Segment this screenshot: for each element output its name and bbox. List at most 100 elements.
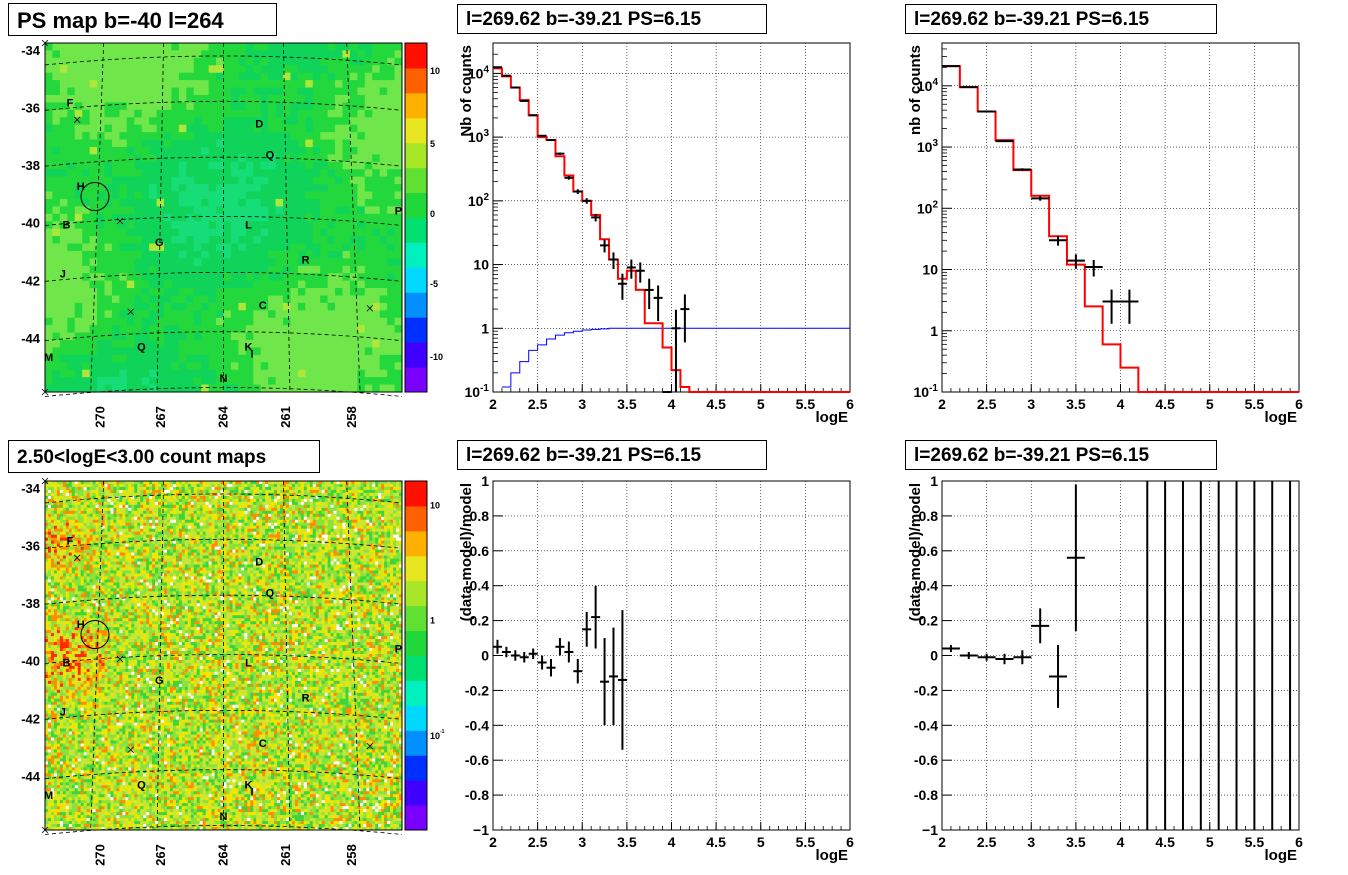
x-tick-label: 5.5 xyxy=(1245,396,1265,412)
plot-residual-2: 2 2.5 3 3.5 4 4.5 5 5.5 6 −1 -0.8 -0.6 -0.4 -0.2 0 0.2 0… xyxy=(907,473,1303,864)
residual-point xyxy=(995,653,1014,665)
x-tick-label: 5 xyxy=(1206,396,1214,412)
lat-tick-label: -34 xyxy=(21,43,41,58)
colorbar-cell xyxy=(405,605,427,632)
colorbar-cell xyxy=(405,43,427,69)
lon-line-4 xyxy=(346,480,361,831)
source-label: R xyxy=(302,254,310,266)
lon-tick-label: 270 xyxy=(92,844,107,866)
map-bottom-title: 2.50<logE<3.00 count maps xyxy=(8,440,320,473)
source-label: B xyxy=(62,657,70,669)
y-tick-label: -0.4 xyxy=(914,717,938,733)
data-point xyxy=(1084,260,1103,277)
source-label: J xyxy=(60,268,66,280)
y-tick-label: 102 xyxy=(468,192,490,209)
lon-tick-label: 267 xyxy=(153,406,168,428)
lon-tick-label: 258 xyxy=(344,844,359,866)
colorbar-cell xyxy=(405,481,427,507)
lat-line-4 xyxy=(44,271,403,282)
y-tick-label: -0.2 xyxy=(914,682,938,698)
lon-line-1 xyxy=(156,42,164,393)
y-tick-label: 0.2 xyxy=(919,613,939,629)
residual-point xyxy=(564,641,574,663)
source-label: N xyxy=(220,811,228,823)
roi-circle xyxy=(80,182,110,212)
y-tick-label: 0.6 xyxy=(919,543,939,559)
colorbar-cell xyxy=(405,555,427,582)
residual-point xyxy=(582,611,592,647)
colorbar-tick-label: -5 xyxy=(430,279,438,289)
source-label: Q xyxy=(266,150,275,162)
colorbar-cell xyxy=(405,142,427,169)
data-point xyxy=(591,213,601,222)
lat-line-3 xyxy=(44,216,403,226)
colorbar-cell xyxy=(405,505,427,532)
data-point xyxy=(582,198,592,204)
y-tick-label: 1 xyxy=(930,473,938,489)
y-tick-label: -0.6 xyxy=(914,752,938,768)
residual-point xyxy=(510,650,520,661)
plot-frame xyxy=(492,480,851,831)
colorbar-cell xyxy=(405,730,427,756)
x-tick-label: 4.5 xyxy=(706,396,726,412)
x-tick-label: 2.5 xyxy=(977,396,997,412)
x-tick-label: 3.5 xyxy=(1066,396,1086,412)
residual-point xyxy=(537,655,547,670)
lon-line-0 xyxy=(90,42,105,393)
residual-point xyxy=(492,639,502,654)
source-label: M xyxy=(44,790,53,802)
colorbar-cell xyxy=(405,242,427,268)
y-tick-label: 1 xyxy=(481,473,489,489)
x-tick-label: 3 xyxy=(1027,834,1035,850)
x-tick-label: 4 xyxy=(1117,834,1125,850)
x-axis-label: logE xyxy=(816,409,849,426)
lon-line-4 xyxy=(346,42,361,393)
x-tick-label: 2.5 xyxy=(528,834,548,850)
x-tick-label: 6 xyxy=(846,834,854,850)
colorbar-cell xyxy=(405,655,427,681)
source-label: K xyxy=(245,780,253,792)
residual-point xyxy=(977,653,996,661)
colorbar-cell xyxy=(405,780,427,806)
data-point xyxy=(959,86,978,89)
colorbar-tick-label: 1 xyxy=(430,616,435,626)
x-tick-label: 4 xyxy=(1117,396,1125,412)
source-marker xyxy=(116,217,124,225)
colorbar-tick-label: 0 xyxy=(430,209,435,219)
residual-point xyxy=(617,610,627,750)
source-label: L xyxy=(245,657,252,669)
residual-point xyxy=(573,658,583,684)
colorbar-frame xyxy=(404,480,428,831)
residual-point xyxy=(600,638,610,726)
y-tick-label: 1 xyxy=(930,323,938,339)
lat-tick-label: -34 xyxy=(21,481,41,496)
source-label: P xyxy=(395,206,402,218)
plot-frame xyxy=(941,42,1300,393)
source-label: R xyxy=(302,692,310,704)
x-tick-label: 3.5 xyxy=(1066,834,1086,850)
y-tick-label: 0.4 xyxy=(919,578,939,594)
source-label: G xyxy=(155,237,164,249)
y-axis-label: (data-model)/model xyxy=(458,483,475,621)
colorbar-cell xyxy=(405,67,427,94)
colorbar-tick-label: -10 xyxy=(430,352,443,362)
data-point xyxy=(546,139,556,142)
colorbar-cell xyxy=(405,167,427,194)
lon-tick-label: 261 xyxy=(278,844,293,866)
lon-tick-label: 264 xyxy=(216,405,231,427)
source-marker xyxy=(127,746,134,754)
source-marker xyxy=(73,554,81,562)
x-tick-label: 5.5 xyxy=(1245,834,1265,850)
spectrum-1-title: l=269.62 b=-39.21 PS=6.15 xyxy=(457,4,767,34)
source-label: J xyxy=(60,706,66,718)
x-tick-label: 2 xyxy=(938,396,946,412)
x-tick-label: 6 xyxy=(846,396,854,412)
x-tick-label: 2 xyxy=(489,396,497,412)
x-tick-label: 5 xyxy=(757,396,765,412)
colorbar-cell xyxy=(405,367,427,393)
source-label: Q xyxy=(137,780,146,792)
source-label: C xyxy=(259,300,267,312)
plot-spectrum-2: 2 2.5 3 3.5 4 4.5 5 5.5 610-1110102103104logEnb … xyxy=(907,42,1303,426)
x-tick-label: 3.5 xyxy=(617,834,637,850)
